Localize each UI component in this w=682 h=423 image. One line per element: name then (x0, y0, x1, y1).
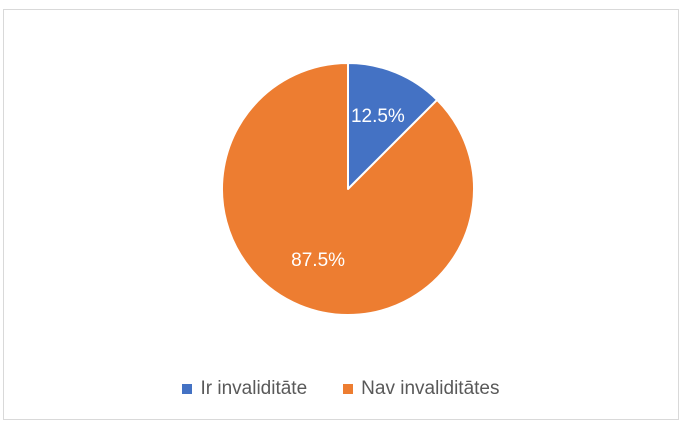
pie-slice-1 (347, 62, 439, 190)
legend-label-nav-invaliditates: Nav invaliditātes (361, 378, 500, 399)
legend-swatch-blue (182, 384, 193, 394)
legend-item-nav-invaliditates: Nav invaliditātes (343, 378, 500, 400)
legend: Ir invaliditāte Nav invaliditātes (0, 378, 682, 400)
data-label-2: 87.5% (291, 250, 345, 271)
pie-slice-2 (221, 62, 475, 316)
legend-label-ir-invaliditate: Ir invaliditāte (200, 378, 308, 399)
data-label-1: 12.5% (351, 106, 405, 127)
legend-swatch-orange (343, 384, 354, 394)
legend-item-ir-invaliditate: Ir invaliditāte (182, 378, 307, 400)
